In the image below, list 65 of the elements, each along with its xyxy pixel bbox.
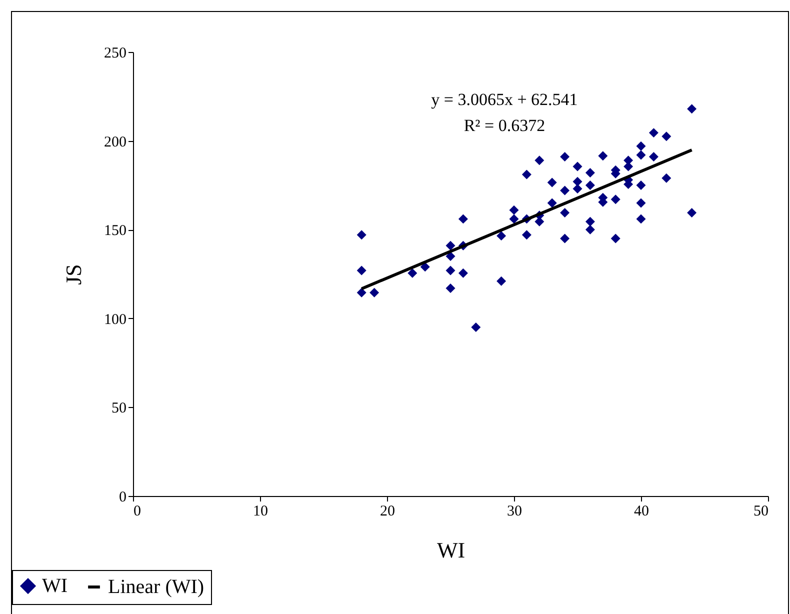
y-tick-label: 150 bbox=[104, 223, 126, 240]
y-tick-label: 250 bbox=[104, 46, 126, 62]
x-axis-title: WI bbox=[436, 538, 466, 562]
point bbox=[572, 184, 582, 194]
point bbox=[636, 198, 646, 208]
point bbox=[496, 276, 506, 286]
point bbox=[446, 266, 456, 276]
annotation: R² = 0.6372 bbox=[464, 116, 546, 135]
point bbox=[370, 288, 380, 298]
point bbox=[547, 198, 557, 208]
point bbox=[408, 268, 418, 278]
point bbox=[446, 283, 456, 293]
point bbox=[534, 156, 544, 166]
point bbox=[636, 214, 646, 224]
x-tick-label: 30 bbox=[507, 504, 522, 520]
point bbox=[687, 208, 697, 218]
point bbox=[585, 180, 595, 190]
point bbox=[420, 262, 430, 272]
point bbox=[648, 152, 658, 162]
x-tick-label: 0 bbox=[134, 504, 141, 520]
point bbox=[636, 150, 646, 160]
point bbox=[356, 266, 366, 276]
x-tick-label: 10 bbox=[253, 504, 268, 520]
point bbox=[560, 234, 570, 244]
point bbox=[509, 205, 519, 215]
point bbox=[560, 186, 570, 196]
y-axis-title: JS bbox=[61, 264, 86, 285]
point bbox=[572, 176, 582, 186]
x-tick-label: 50 bbox=[754, 504, 768, 520]
point bbox=[585, 224, 595, 234]
annotation: y = 3.0065x + 62.541 bbox=[431, 90, 578, 109]
point bbox=[687, 104, 697, 114]
point bbox=[648, 128, 658, 138]
point bbox=[496, 231, 506, 241]
point bbox=[560, 152, 570, 162]
x-tick-label: 20 bbox=[380, 504, 395, 520]
point bbox=[446, 240, 456, 250]
point bbox=[522, 230, 532, 240]
legend-label: WI bbox=[42, 575, 68, 598]
point bbox=[598, 151, 608, 161]
point bbox=[522, 170, 532, 180]
point bbox=[585, 216, 595, 226]
y-tick-label: 50 bbox=[112, 400, 126, 417]
point bbox=[636, 141, 646, 151]
point bbox=[610, 234, 620, 244]
point bbox=[572, 162, 582, 172]
point bbox=[662, 132, 672, 142]
legend-label: Linear (WI) bbox=[108, 576, 204, 598]
point bbox=[624, 162, 634, 172]
x-tick-label: 40 bbox=[634, 504, 649, 520]
point bbox=[610, 194, 620, 204]
point bbox=[560, 208, 570, 218]
point bbox=[471, 322, 481, 332]
y-tick-label: 100 bbox=[104, 312, 126, 328]
point bbox=[356, 288, 366, 298]
point bbox=[662, 173, 672, 183]
point bbox=[356, 230, 366, 240]
point bbox=[636, 180, 646, 190]
point bbox=[458, 268, 468, 278]
point bbox=[509, 214, 519, 224]
y-tick-label: 0 bbox=[119, 490, 126, 506]
point bbox=[547, 178, 557, 188]
point bbox=[585, 168, 595, 178]
y-tick-label: 200 bbox=[104, 134, 126, 150]
point bbox=[458, 214, 468, 224]
